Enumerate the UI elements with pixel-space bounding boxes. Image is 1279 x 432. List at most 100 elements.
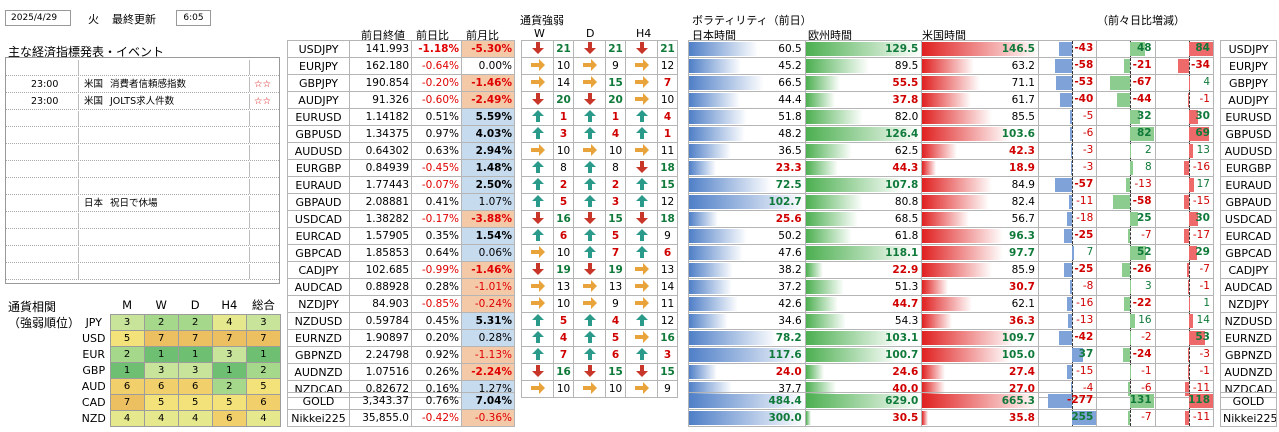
pair-row-right: NZDJPY: [1220, 295, 1277, 313]
trend-right-arrow-icon: [625, 57, 658, 75]
pair-row: AUDNZD 1.07516 0.26% -2.24%: [287, 363, 515, 381]
corr-currency: JPY: [85, 315, 102, 329]
strength-H4: 18: [657, 159, 678, 177]
pair-name: NZDJPY: [287, 295, 350, 313]
vol-jp-bar: [689, 365, 717, 379]
diff-jp: 37: [1037, 346, 1098, 364]
pair-name-right: AUDJPY: [1220, 91, 1277, 109]
diff-jp-bar: [1070, 382, 1072, 396]
day-change: 0.76%: [411, 392, 462, 410]
vol-jp-value: 37.2: [778, 281, 802, 293]
corr-rank: 7: [211, 329, 247, 347]
vol-eu-bar: [806, 161, 839, 175]
prev-close: 3,343.37: [349, 392, 412, 410]
event-row: [6, 230, 279, 246]
event-divider: [78, 264, 79, 279]
trend-up-arrow-icon: [573, 125, 606, 143]
vol-eu-value: 55.5: [892, 77, 919, 89]
events-title: 主な経済指標発表・イベント: [8, 45, 165, 59]
vol-us: 105.0: [921, 346, 1039, 364]
diff-us-value: 69: [1195, 127, 1210, 139]
vol-eu-value: 54.3: [894, 315, 919, 327]
vol-jp: 45.2: [688, 57, 806, 75]
strength-W: 1: [553, 108, 574, 126]
pair-name-right: GBPAUD: [1220, 193, 1277, 211]
diff-eu-bar: [1130, 127, 1155, 141]
prev-close: 91.326: [349, 91, 412, 109]
diff-jp-value: -57: [1074, 178, 1094, 190]
diff-jp-axis: [1071, 313, 1073, 329]
event-country: 米国: [84, 79, 104, 90]
pair-row: Nikkei225 35,855.0 -0.42% -0.36%: [287, 409, 515, 427]
corr-rank: 7: [143, 329, 179, 347]
diff-jp-value: -11: [1076, 195, 1094, 207]
trend-down-arrow-icon: [573, 40, 606, 58]
vol-jp: 51.8: [688, 108, 806, 126]
trend-up-arrow-icon: [573, 244, 606, 262]
prev-close: 1.14182: [349, 108, 412, 126]
diff-us-value: 118: [1188, 394, 1210, 406]
month-change: -5.30%: [461, 40, 515, 58]
day-change: -1.18%: [411, 40, 462, 58]
diff-us: -1: [1154, 278, 1215, 296]
strength-H4: 11: [657, 142, 678, 160]
vol-eu-value: 51.3: [894, 281, 919, 293]
vol-us: 85.9: [921, 261, 1039, 279]
pair-row: AUDCAD 0.88928 0.28% -1.01%: [287, 278, 515, 296]
month-change: 0.28%: [461, 329, 515, 347]
strength-D: 15: [605, 74, 626, 92]
diff-jp-value: 255: [1071, 411, 1094, 423]
day-change: -0.07%: [411, 176, 462, 194]
strength-D: 4: [605, 125, 626, 143]
trend-up-arrow-icon: [521, 176, 554, 194]
diff-eu-axis: [1130, 58, 1132, 74]
vol-eu-value: 44.3: [892, 162, 919, 174]
strength-W: 10: [553, 244, 574, 262]
hdr-diff: （前々日比増減）: [1097, 14, 1185, 27]
pair-name-right: GOLD: [1220, 392, 1277, 410]
pair-name-right: GBPUSD: [1220, 125, 1277, 143]
vol-eu: 44.7: [804, 295, 923, 313]
vol-jp-bar: [689, 314, 729, 328]
strength-row: 21 21 21: [521, 40, 678, 58]
strength-row: 19 19 13: [521, 261, 678, 279]
diff-jp: -42: [1037, 329, 1098, 347]
diff-us-value: -3: [1199, 348, 1210, 360]
vol-jp: 23.3: [688, 159, 806, 177]
vol-us-value: 109.7: [1001, 332, 1035, 344]
diff-us-value: -11: [1192, 382, 1210, 394]
strength-H4: 16: [657, 329, 678, 347]
vol-us: 56.7: [921, 210, 1039, 228]
vol-us-value: 146.5: [1001, 43, 1035, 55]
pair-name: USDCAD: [287, 210, 350, 228]
diff-jp-bar: [1069, 280, 1072, 294]
volatility-table: 60.5 129.5 146.5 -43 48 84 45.2 89.5 63.2 -58 -21-…: [688, 40, 1215, 398]
trend-right-arrow-icon: [521, 57, 554, 75]
strength-D: 5: [605, 329, 626, 347]
event-row: 日本 祝日で休場: [6, 196, 279, 212]
strength-D: 4: [605, 312, 626, 330]
diff-jp-bar: [1066, 212, 1072, 226]
diff-jp-value: -8: [1082, 280, 1094, 292]
diff-eu-bar: [1123, 297, 1131, 311]
strength-row: 13 13 14: [521, 278, 678, 296]
corr-rank: 4: [109, 409, 145, 427]
pair-row: NZDJPY 84.903 -0.85% -0.24%: [287, 295, 515, 313]
vol-eu: 55.5: [804, 74, 923, 92]
pair-name: AUDUSD: [287, 142, 350, 160]
day-change: -0.20%: [411, 74, 462, 92]
pair-name: GBPAUD: [287, 193, 350, 211]
diff-eu-value: 82: [1137, 127, 1152, 139]
prev-close: 2.24798: [349, 346, 412, 364]
event-row: [6, 145, 279, 161]
diff-jp: -13: [1037, 312, 1098, 330]
volatility-row: 484.4 629.0 665.3 -277 131 118: [688, 392, 1215, 410]
vol-eu-bar: [806, 394, 921, 408]
vol-us: 96.3: [921, 227, 1039, 245]
pair-row-right: AUDUSD: [1220, 142, 1277, 160]
trend-right-arrow-icon: [521, 74, 554, 92]
trend-up-arrow-icon: [625, 108, 658, 126]
corr-currency: NZD: [81, 411, 106, 425]
diff-jp: -18: [1037, 210, 1098, 228]
trend-down-arrow-icon: [521, 40, 554, 58]
